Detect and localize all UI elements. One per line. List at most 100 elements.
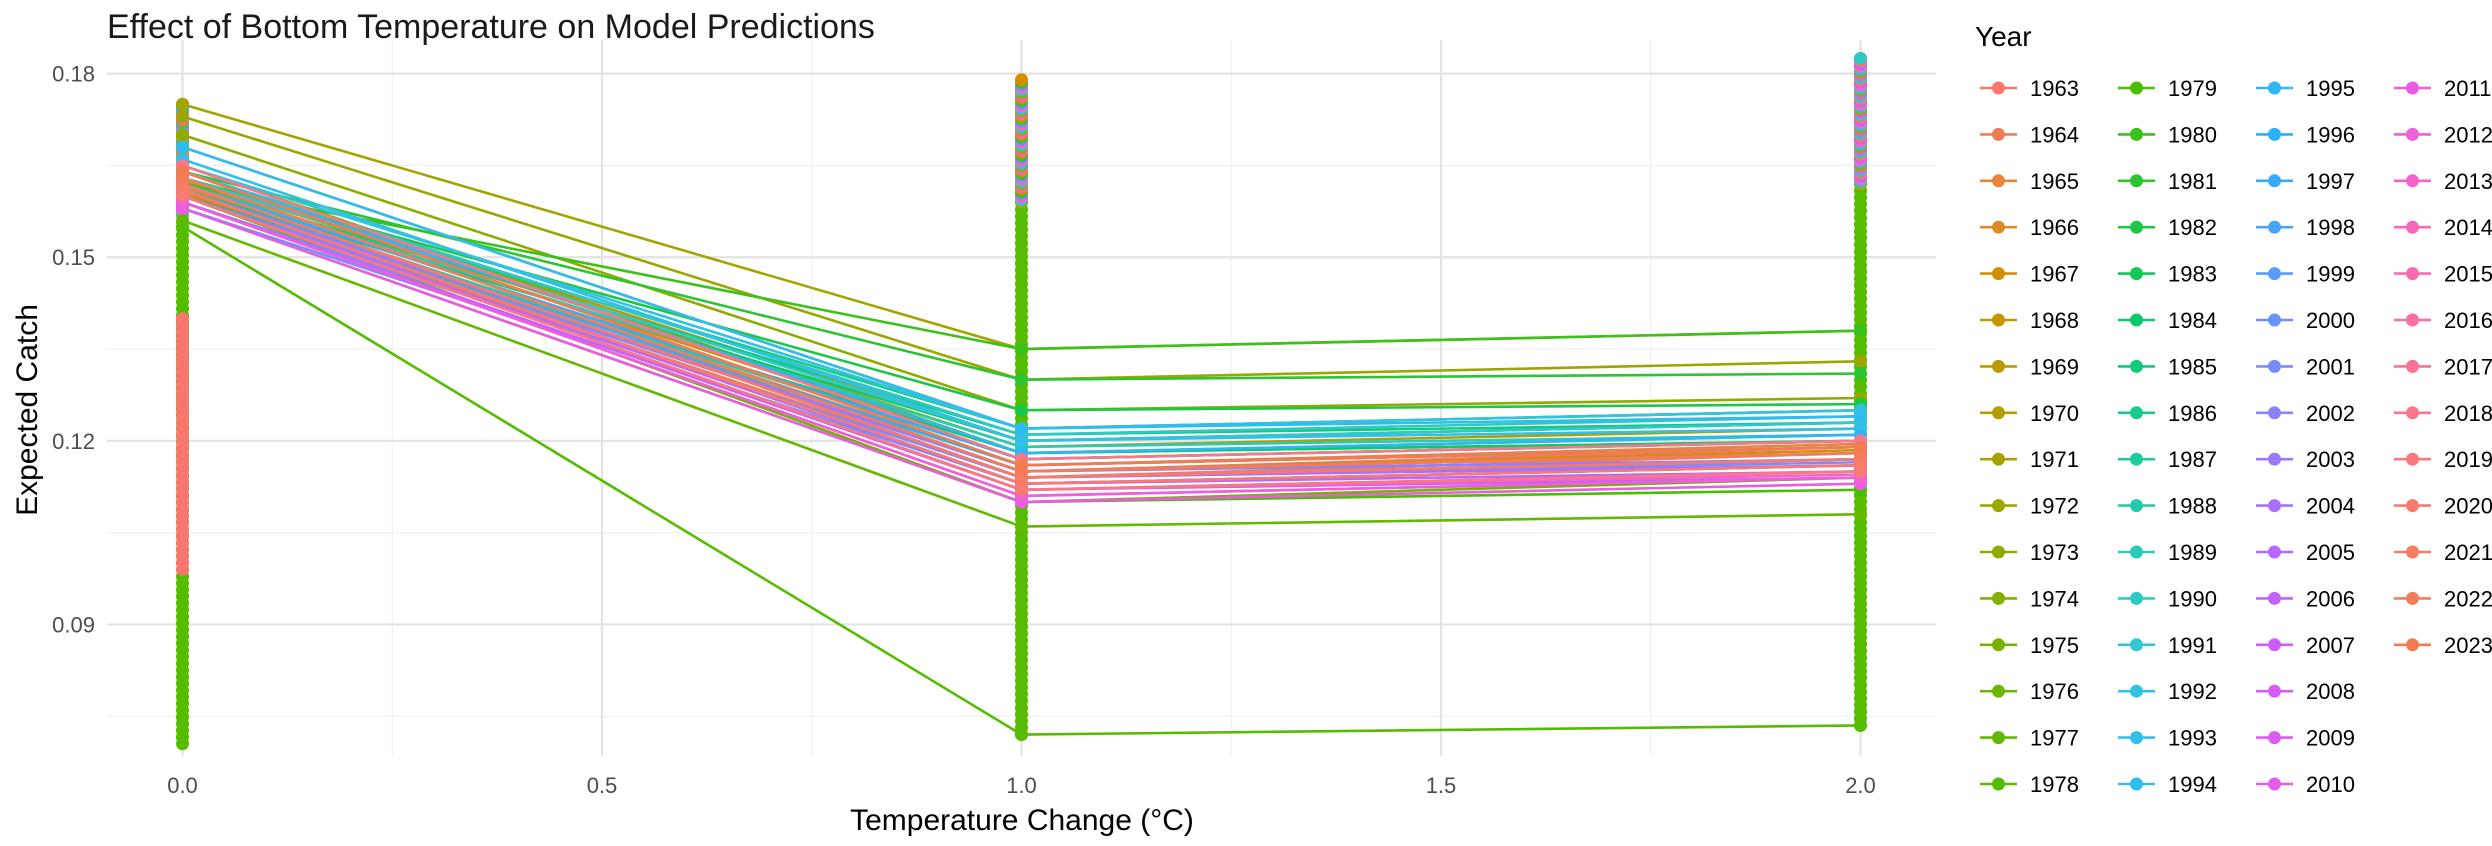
- data-point-1977: [1015, 520, 1028, 534]
- legend-key-point: [2130, 684, 2143, 698]
- legend-label: 2006: [2306, 586, 2355, 611]
- legend-key-point: [1992, 267, 2005, 281]
- legend-item-1999: 1999: [2256, 262, 2355, 287]
- legend-item-1983: 1983: [2118, 262, 2217, 287]
- legend-label: 2000: [2306, 308, 2355, 333]
- legend-item-1978: 1978: [1980, 772, 2079, 797]
- legend-label: 2022: [2444, 586, 2492, 611]
- legend-key-point: [2268, 174, 2281, 188]
- legend-key-point: [2406, 81, 2419, 95]
- legend-item-2012: 2012: [2394, 122, 2492, 147]
- legend-label: 2003: [2306, 447, 2355, 472]
- data-point-1981: [1853, 367, 1867, 381]
- legend-label: 1978: [2030, 772, 2079, 797]
- legend-key-point: [2268, 638, 2281, 652]
- series-points: [176, 51, 1867, 751]
- legend-item-2011: 2011: [2394, 76, 2491, 101]
- y-axis-title: Expected Catch: [11, 304, 44, 516]
- data-point-1977: [1853, 507, 1867, 521]
- legend-label: 1995: [2306, 76, 2355, 101]
- legend-key-point: [1992, 359, 2005, 373]
- legend-item-1973: 1973: [1980, 540, 2079, 565]
- legend-label: 1980: [2168, 122, 2217, 147]
- legend-item-1994: 1994: [2118, 772, 2217, 797]
- legend-item-1964: 1964: [1980, 122, 2079, 147]
- legend-label: 1969: [2030, 354, 2079, 379]
- legend-key-point: [2406, 359, 2419, 373]
- legend-label: 2018: [2444, 401, 2492, 426]
- legend-key-point: [2130, 545, 2143, 559]
- legend-item-2007: 2007: [2256, 633, 2355, 658]
- legend-label: 1970: [2030, 401, 2079, 426]
- legend-label: 2019: [2444, 447, 2492, 472]
- legend-item-1987: 1987: [2118, 447, 2217, 472]
- legend-item-1980: 1980: [2118, 122, 2217, 147]
- legend-key-point: [2130, 174, 2143, 188]
- data-point-1994: [1853, 409, 1867, 423]
- legend-label: 2014: [2444, 215, 2492, 240]
- legend-key-point: [2130, 591, 2143, 605]
- legend-key-point: [1992, 545, 2005, 559]
- legend-item-1992: 1992: [2118, 679, 2217, 704]
- legend-label: 1976: [2030, 679, 2079, 704]
- legend-label: 2016: [2444, 308, 2492, 333]
- legend-key-point: [1992, 452, 2005, 466]
- legend-item-1971: 1971: [1980, 447, 2079, 472]
- legend-key-point: [2268, 452, 2281, 466]
- legend-item-2003: 2003: [2256, 447, 2355, 472]
- legend-item-2006: 2006: [2256, 586, 2355, 611]
- legend-key-point: [2268, 220, 2281, 234]
- legend-label: 1994: [2168, 772, 2217, 797]
- legend-item-2020: 2020: [2394, 494, 2492, 519]
- data-point-1980: [1853, 324, 1867, 338]
- data-point-1981: [1015, 373, 1028, 387]
- legend-item-1972: 1972: [1980, 494, 2079, 519]
- legend-label: 2002: [2306, 401, 2355, 426]
- legend-item-2010: 2010: [2256, 772, 2355, 797]
- legend-label: 1972: [2030, 494, 2079, 519]
- x-tick-label: 0.5: [587, 773, 618, 798]
- data-point-1994: [176, 140, 190, 154]
- data-point-1982: [1015, 403, 1028, 417]
- legend-label: 1989: [2168, 540, 2217, 565]
- legend-label: 1974: [2030, 586, 2079, 611]
- legend-label: 2005: [2306, 540, 2355, 565]
- legend-label: 1986: [2168, 401, 2217, 426]
- legend-item-2000: 2000: [2256, 308, 2355, 333]
- legend-item-1963: 1963: [1980, 76, 2079, 101]
- data-point-1971: [176, 97, 190, 111]
- legend-label: 1990: [2168, 586, 2217, 611]
- legend-item-1996: 1996: [2256, 122, 2355, 147]
- legend-label: 2008: [2306, 679, 2355, 704]
- legend-key-point: [2268, 406, 2281, 420]
- legend-item-1974: 1974: [1980, 586, 2079, 611]
- legend-label: 1981: [2168, 169, 2217, 194]
- legend-item-2001: 2001: [2256, 354, 2355, 379]
- data-point-1978: [1015, 728, 1028, 742]
- legend-label: 1975: [2030, 633, 2079, 658]
- legend-label: 2017: [2444, 354, 2492, 379]
- data-point-1978: [176, 220, 190, 234]
- legend-key-point: [2130, 452, 2143, 466]
- legend-item-1977: 1977: [1980, 726, 2079, 751]
- legend-label: 2010: [2306, 772, 2355, 797]
- legend-key-point: [2130, 359, 2143, 373]
- y-tick-label: 0.15: [52, 245, 95, 270]
- data-point-1993: [1015, 434, 1028, 448]
- legend-key-point: [2130, 499, 2143, 513]
- data-point-2023: [176, 165, 190, 179]
- legend-key-point: [2406, 499, 2419, 513]
- legend-item-1998: 1998: [2256, 215, 2355, 240]
- legend-label: 1988: [2168, 494, 2217, 519]
- legend-label: 1987: [2168, 447, 2217, 472]
- legend-item-1976: 1976: [1980, 679, 2079, 704]
- legend-key-point: [2268, 499, 2281, 513]
- legend-title: Year: [1975, 21, 2032, 52]
- legend-key-point: [1992, 220, 2005, 234]
- legend-item-2002: 2002: [2256, 401, 2355, 426]
- legend-key-point: [2130, 220, 2143, 234]
- legend-key-point: [2268, 545, 2281, 559]
- legend-key-point: [2268, 127, 2281, 141]
- legend-key-point: [1992, 591, 2005, 605]
- legend-key-point: [2268, 731, 2281, 745]
